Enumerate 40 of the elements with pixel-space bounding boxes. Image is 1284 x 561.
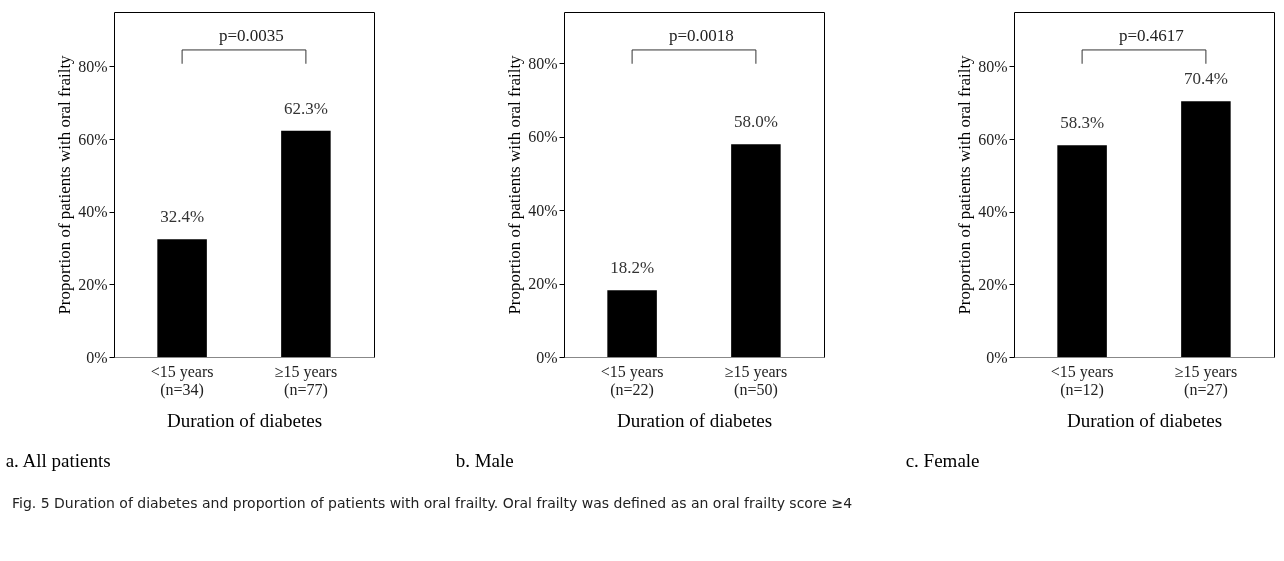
y-axis-title: Proportion of patients with oral frailty [55,54,75,315]
y-tick-label: 80% [528,54,558,72]
x-tick-label: ≥15 years (n=27) [1174,362,1238,399]
annotation: p=0.0018 [669,25,734,45]
y-tick-label: 20% [978,275,1008,293]
x-tick-label: <15 years (n=12) [1050,362,1114,399]
y-tick-label: 20% [78,275,108,293]
y-tick-label: 80% [978,57,1008,75]
y-tick-label: 0% [86,348,108,366]
annotation: p=0.4617 [1119,25,1185,45]
x-tick-label: ≥15 years (n=50) [724,362,788,399]
text: c. Female [905,450,980,471]
x-axis-title: Duration of diabetes [166,409,323,431]
x-tick-label: ≥15 years (n=77) [274,362,338,399]
annotation: p=0.0035 [219,25,284,45]
y-tick-label: 0% [536,348,558,366]
y-tick-label: 0% [986,348,1008,366]
x-tick-label: <15 years (n=34) [150,362,214,399]
x-axis-title: Duration of diabetes [616,409,773,431]
caption: Fig. 5 Duration of diabetes and proportion of patients with oral frailty. Oral frailty was defined as an oral frailty score ≥4 [12,495,854,511]
y-tick-label: 40% [78,203,108,221]
data-label: 32.4% [160,207,205,227]
y-tick-label: 60% [978,130,1008,148]
y-tick-label: 40% [528,201,558,219]
data-label: 58.3% [1060,113,1105,133]
x-tick-label: <15 years (n=22) [600,362,664,399]
data-label: 18.2% [610,258,655,278]
y-tick-label: 80% [78,57,108,75]
y-tick-label: 60% [528,128,558,146]
y-tick-label: 40% [978,203,1008,221]
text: a. All patients [5,450,111,471]
y-axis-title: Proportion of patients with oral frailty [505,54,525,315]
y-axis-title: Proportion of patients with oral frailty [955,54,975,315]
y-tick-label: 20% [528,275,558,293]
x-axis-title: Duration of diabetes [1066,409,1223,431]
data-label: 58.0% [733,112,778,132]
y-tick-label: 60% [78,130,108,148]
data-label: 62.3% [283,98,328,118]
text: b. Male [455,450,514,471]
data-label: 70.4% [1183,69,1228,89]
